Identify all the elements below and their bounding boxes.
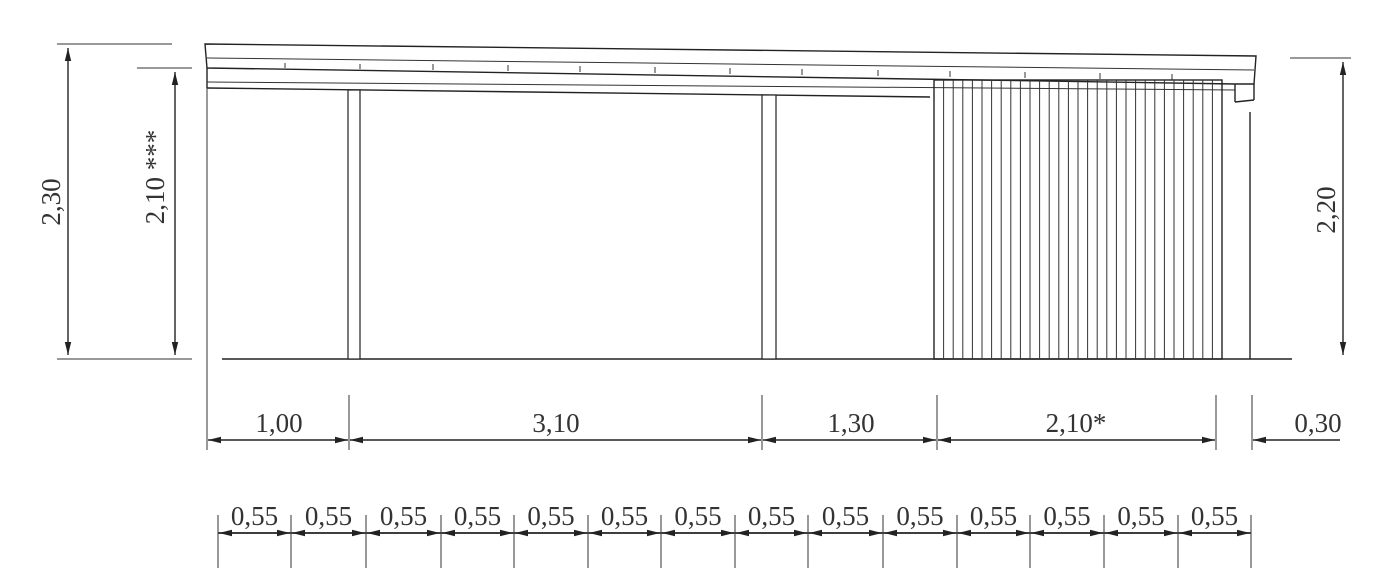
dim-height-right-label: 2,20 xyxy=(1311,186,1341,233)
rafter-spacing-chain: 0,55 0,55 0,55 0,55 0,55 0,55 0,55 0,55 0,55 0,55… xyxy=(217,501,1252,568)
spacing-label: 0,55 xyxy=(896,501,943,531)
dim-height-clear xyxy=(137,67,192,355)
spacing-label: 0,55 xyxy=(970,501,1017,531)
spacing-label: 0,55 xyxy=(305,501,352,531)
spacing-label: 0,55 xyxy=(748,501,795,531)
roof-purlin-marks xyxy=(284,63,1173,80)
spacing-label: 0,55 xyxy=(380,501,427,531)
spacing-label: 0,55 xyxy=(527,501,574,531)
span-2-label: 3,10 xyxy=(532,408,579,438)
roof xyxy=(204,43,1257,103)
dim-height-right xyxy=(1290,57,1351,355)
dim-height-total-label: 2,30 xyxy=(36,178,66,225)
spacing-label: 0,55 xyxy=(674,501,721,531)
spacing-label: 0,55 xyxy=(1191,501,1238,531)
shed-wall-cladding xyxy=(933,79,1223,360)
dim-height-total xyxy=(57,43,192,360)
spacing-label: 0,55 xyxy=(454,501,501,531)
spacing-label: 0,55 xyxy=(822,501,869,531)
post-1 xyxy=(347,89,361,360)
span-1-label: 1,00 xyxy=(255,408,302,438)
spacing-label: 0,55 xyxy=(1043,501,1090,531)
post-2 xyxy=(761,94,777,360)
spacing-label: 0,55 xyxy=(601,501,648,531)
spacing-label: 0,55 xyxy=(231,501,278,531)
span-3-label: 1,30 xyxy=(827,408,874,438)
span-4-label: 2,10* xyxy=(1046,408,1107,438)
span-5-label: 0,30 xyxy=(1294,408,1341,438)
span-dimension-chain xyxy=(206,88,1340,450)
spacing-label: 0,55 xyxy=(1117,501,1164,531)
dim-height-clear-label: 2,10 *** xyxy=(140,130,170,225)
